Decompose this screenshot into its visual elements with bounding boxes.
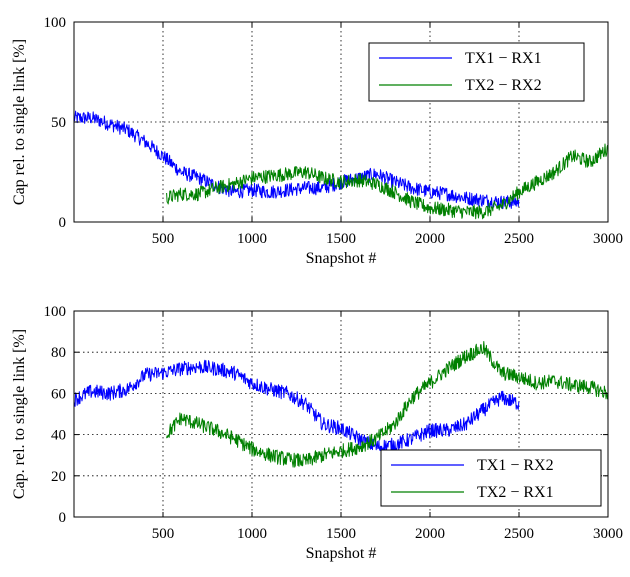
series-line-2 — [166, 143, 608, 220]
series-group — [74, 341, 608, 468]
legend-label: TX1 − RX1 — [465, 50, 542, 67]
x-tick-label: 1000 — [237, 526, 267, 542]
series-line-2 — [166, 341, 608, 468]
y-tick-label: 50 — [51, 115, 66, 131]
x-tick-label: 1500 — [326, 526, 356, 542]
y-tick-label: 100 — [44, 15, 67, 31]
x-tick-label: 1000 — [237, 231, 267, 247]
legend-label: TX2 − RX2 — [465, 77, 542, 94]
legend: TX1 − RX2 TX2 − RX1 — [380, 449, 602, 507]
x-tick-label: 1500 — [326, 231, 356, 247]
x-tick-label: 500 — [152, 231, 175, 247]
x-axis-label: Snapshot # — [306, 545, 377, 562]
legend-label: TX2 − RX1 — [477, 484, 554, 501]
y-tick-label: 0 — [59, 215, 67, 231]
x-axis-label: Snapshot # — [306, 250, 377, 267]
x-tick-label: 3000 — [593, 231, 623, 247]
y-tick-label: 100 — [44, 304, 67, 320]
x-tick-label: 2000 — [415, 231, 445, 247]
y-axis-label: Cap rel. to single link [%] — [11, 39, 28, 205]
chart-1: 500 1000 1500 2000 2500 3000 0 50 100 Snapshot # C… — [11, 15, 623, 267]
legend-box — [380, 449, 602, 507]
y-tick-label: 60 — [51, 386, 66, 402]
y-tick-label: 80 — [51, 345, 66, 361]
series-line-1 — [74, 359, 520, 454]
x-tick-label: 500 — [152, 526, 175, 542]
x-tick-label: 2500 — [504, 526, 534, 542]
legend: TX1 − RX1 TX2 − RX2 — [368, 42, 585, 102]
y-axis-label: Cap. rel. to single link [%] — [11, 329, 28, 499]
y-tick-label: 0 — [59, 510, 67, 526]
chart-2: 500 1000 1500 2000 2500 3000 0 20 40 60 80 100 Snaps… — [11, 304, 623, 562]
x-tick-label: 3000 — [593, 526, 623, 542]
legend-box — [368, 42, 585, 102]
series-line-1 — [74, 110, 520, 210]
series-group — [74, 110, 608, 220]
legend-label: TX1 − RX2 — [477, 457, 554, 474]
y-tick-label: 40 — [51, 428, 66, 444]
x-tick-label: 2000 — [415, 526, 445, 542]
x-tick-label: 2500 — [504, 231, 534, 247]
y-tick-label: 20 — [51, 469, 66, 485]
